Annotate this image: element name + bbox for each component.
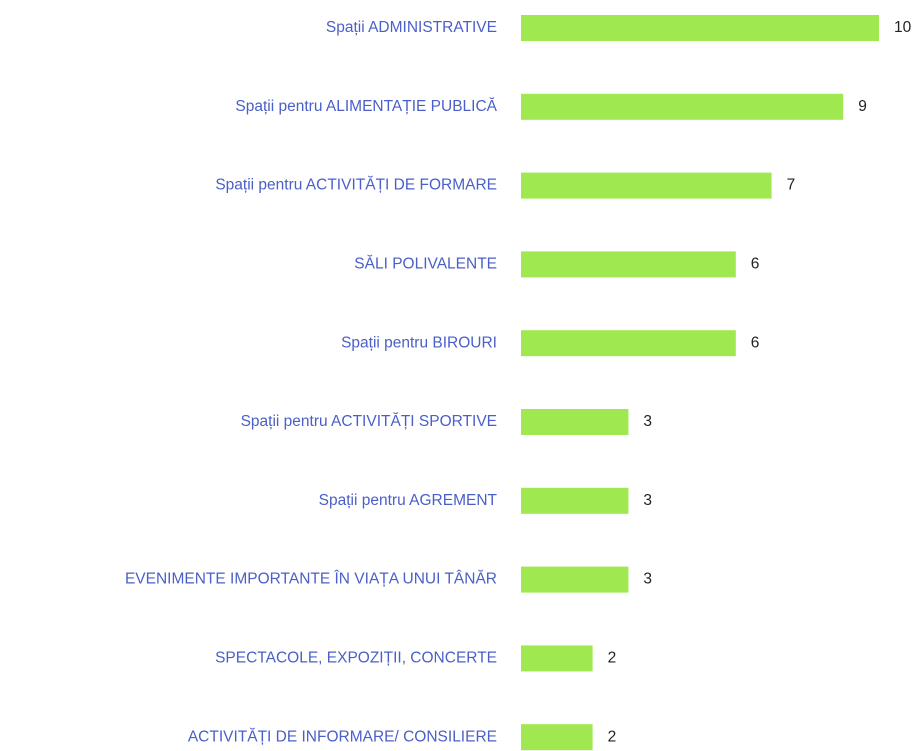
bar	[521, 330, 736, 357]
value-label: 9	[858, 98, 867, 115]
bar	[521, 251, 736, 278]
category-label: Spații pentru BIROURI	[341, 334, 497, 351]
bar	[521, 172, 772, 199]
category-label: SPECTACOLE, EXPOZIȚII, CONCERTE	[215, 649, 497, 666]
bar	[521, 409, 629, 435]
category-label: SĂLI POLIVALENTE	[354, 255, 497, 272]
value-label: 6	[751, 255, 760, 272]
category-label: Spații pentru ACTIVITĂȚI SPORTIVE	[241, 413, 497, 430]
bar	[521, 645, 593, 672]
category-label: Spații pentru ACTIVITĂȚI DE FORMARE	[215, 177, 497, 194]
value-label: 3	[643, 492, 652, 509]
bar	[521, 487, 629, 514]
category-label: ACTIVITĂȚI DE INFORMARE/ CONSILIERE	[188, 728, 497, 745]
category-label: EVENIMENTE IMPORTANTE ÎN VIAȚA UNUI TÂNĂ…	[125, 571, 497, 588]
value-label: 10	[894, 19, 912, 36]
value-label: 2	[608, 649, 617, 666]
value-label: 3	[643, 571, 652, 588]
category-label: Spații ADMINISTRATIVE	[326, 19, 497, 36]
bar	[521, 93, 844, 120]
bar	[521, 15, 879, 41]
bar	[521, 566, 629, 593]
value-label: 3	[643, 413, 652, 430]
value-label: 6	[751, 334, 760, 351]
value-label: 7	[787, 177, 796, 194]
value-label: 2	[608, 728, 617, 745]
category-label: Spații pentru ALIMENTAȚIE PUBLICĂ	[235, 98, 497, 115]
bar	[521, 724, 593, 751]
category-label: Spații pentru AGREMENT	[319, 492, 498, 509]
